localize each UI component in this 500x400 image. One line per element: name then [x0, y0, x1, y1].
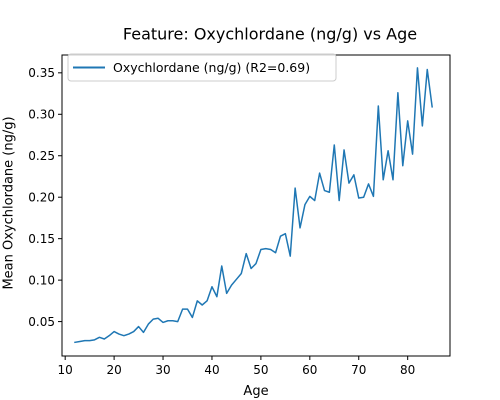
data-point	[187, 308, 189, 310]
data-point	[348, 182, 350, 184]
data-point	[221, 265, 223, 267]
chart-title: Feature: Oxychlordane (ng/g) vs Age	[123, 25, 417, 44]
data-point	[265, 248, 267, 250]
data-point	[407, 120, 409, 122]
data-point	[279, 235, 281, 237]
data-point	[275, 252, 277, 254]
data-point	[142, 331, 144, 333]
data-point	[157, 317, 159, 319]
x-tick-label: 30	[155, 363, 170, 377]
data-point	[152, 318, 154, 320]
data-point	[353, 174, 355, 176]
data-point	[397, 92, 399, 94]
data-point	[314, 200, 316, 202]
x-tick-label: 10	[58, 363, 73, 377]
y-tick-label: 0.15	[28, 232, 55, 246]
data-point	[133, 331, 135, 333]
data-point	[245, 253, 247, 255]
data-point	[421, 125, 423, 127]
data-point	[123, 335, 125, 337]
data-point	[103, 338, 105, 340]
data-point	[201, 304, 203, 306]
legend-box	[67, 53, 337, 82]
data-point	[250, 268, 252, 270]
data-point	[79, 340, 81, 342]
legend: Oxychlordane (ng/g) (R2=0.69)	[67, 53, 337, 82]
axis-ticks: 10 20 30 40 50 60 70 80 0.05 0.10 0.15 0.20 0.25 0.30…	[28, 66, 415, 377]
data-point	[333, 144, 335, 146]
series-line-0	[74, 67, 433, 344]
data-point	[216, 296, 218, 298]
data-point	[402, 165, 404, 167]
data-point	[260, 248, 262, 250]
data-point	[368, 183, 370, 185]
y-tick-label: 0.20	[28, 191, 55, 205]
data-point	[289, 255, 291, 257]
data-point	[387, 150, 389, 152]
data-point	[240, 272, 242, 274]
x-tick-label: 80	[400, 363, 415, 377]
data-point	[412, 153, 414, 155]
data-point	[182, 308, 184, 310]
x-tick-label: 40	[204, 363, 219, 377]
data-point	[372, 195, 374, 197]
data-point	[255, 263, 257, 265]
y-tick-label: 0.35	[28, 66, 55, 80]
data-point	[343, 149, 345, 151]
data-point	[319, 172, 321, 174]
y-axis-label: Mean Oxychlordane (ng/g)	[2, 116, 17, 289]
data-point	[177, 321, 179, 323]
data-point	[231, 284, 233, 286]
data-point	[426, 69, 428, 71]
data-point	[162, 321, 164, 323]
data-point	[416, 67, 418, 69]
data-point	[211, 286, 213, 288]
data-point	[138, 326, 140, 328]
data-point	[382, 179, 384, 181]
data-point	[284, 233, 286, 235]
data-point	[392, 179, 394, 181]
y-tick-label: 0.10	[28, 273, 55, 287]
data-point	[235, 278, 237, 280]
data-point	[74, 341, 76, 343]
data-point	[147, 323, 149, 325]
legend-entry-label: Oxychlordane (ng/g) (R2=0.69)	[113, 60, 310, 75]
data-point	[358, 197, 360, 199]
x-tick-label: 60	[302, 363, 317, 377]
x-tick-label: 20	[106, 363, 121, 377]
data-point	[167, 320, 169, 322]
data-point	[294, 187, 296, 189]
data-point	[328, 191, 330, 193]
data-point	[196, 300, 198, 302]
x-axis-label: Age	[243, 384, 268, 399]
data-point	[118, 333, 120, 335]
x-tick-label: 50	[253, 363, 268, 377]
data-point	[191, 316, 193, 318]
data-point	[299, 227, 301, 229]
data-point	[206, 300, 208, 302]
data-point	[309, 195, 311, 197]
y-tick-label: 0.25	[28, 149, 55, 163]
y-tick-label: 0.30	[28, 108, 55, 122]
data-point	[226, 292, 228, 294]
data-point	[89, 340, 91, 342]
data-point	[84, 340, 86, 342]
data-point	[338, 200, 340, 202]
data-point	[431, 106, 433, 108]
data-point	[270, 248, 272, 250]
data-point	[363, 196, 365, 198]
data-point	[94, 339, 96, 341]
data-point	[98, 336, 100, 338]
data-point	[377, 105, 379, 107]
data-point	[108, 335, 110, 337]
data-point	[304, 204, 306, 206]
data-point	[128, 333, 130, 335]
data-point	[113, 331, 115, 333]
y-tick-label: 0.05	[28, 315, 55, 329]
data-point	[172, 320, 174, 322]
x-tick-label: 70	[351, 363, 366, 377]
data-point	[324, 190, 326, 192]
